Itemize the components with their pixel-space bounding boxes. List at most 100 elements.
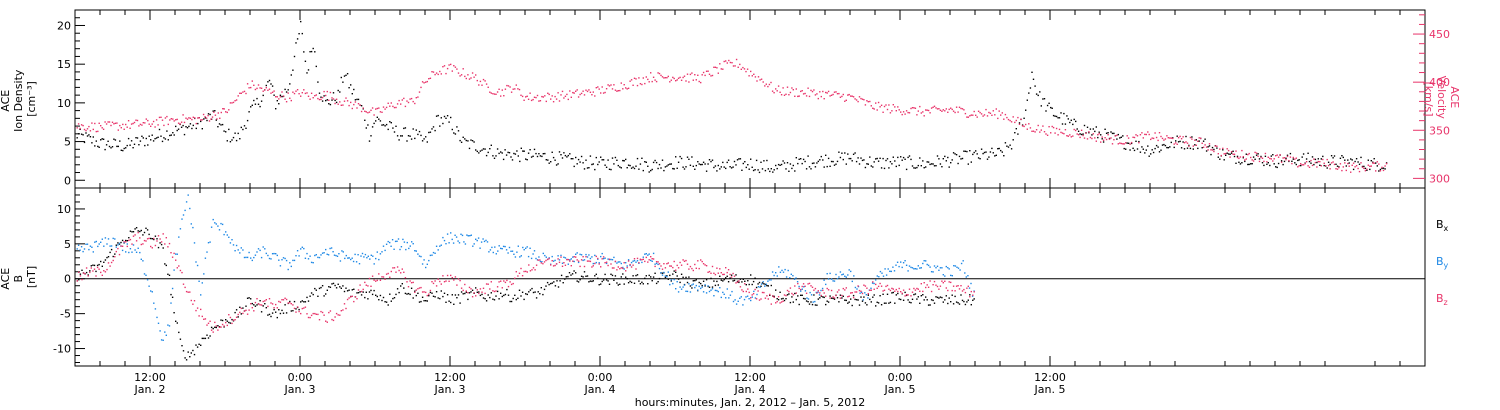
bx-series-point [389,293,391,295]
velocity-series-point [1332,161,1334,163]
by-series-point [256,251,258,253]
bz-series-point [271,303,274,305]
bx-series-point [307,300,310,302]
density-series-point [572,158,574,160]
velocity-series-point [1222,147,1224,150]
bz-series-point [842,287,844,290]
density-series-point [1064,123,1067,125]
bz-series-point [882,290,884,292]
bz-series-point [864,285,867,287]
velocity-series-point [910,107,912,110]
velocity-series-point [1345,169,1347,172]
by-series-point [218,229,221,231]
by-series-point [171,287,174,290]
velocity-series-point [983,114,986,116]
density-series-point [476,150,478,153]
by-series-point [203,273,205,275]
bz-series-point [822,289,824,292]
bx-series-point [775,289,777,291]
by-series-point [807,298,810,300]
bz-series-point [661,268,664,270]
velocity-series-point [1294,158,1296,160]
velocity-series-point [745,70,747,73]
density-series-point [670,163,672,165]
density-series-point [268,79,271,82]
density-series-point [770,168,772,170]
bz-series-point [607,264,609,267]
velocity-series-point [780,94,783,96]
bx-series-point [914,293,917,295]
velocity-series-point [585,89,587,91]
bx-series-point [484,298,486,300]
velocity-series-point [765,83,767,85]
velocity-series-point [527,98,530,100]
bz-series-point [883,289,886,291]
velocity-series-point [237,95,239,97]
density-series-point [723,166,725,168]
velocity-series-point [1347,162,1349,165]
by-series-point [125,251,127,253]
density-series-point [683,168,686,170]
velocity-series-point [79,127,81,130]
by-series-point [636,260,639,262]
bz-series-point [137,231,139,234]
density-series-point [1273,163,1275,165]
density-series-point [729,166,731,168]
bx-series-point [926,299,928,301]
bx-series-point [794,292,796,295]
density-series-point [950,162,952,164]
by-series-point [184,209,186,212]
by-series-point [265,252,267,255]
bx-series-point [970,304,972,306]
velocity-series-point [279,96,282,98]
bz-series-point [517,275,519,277]
density-series-point [1211,146,1214,149]
by-series-point [623,268,625,270]
bx-series-point [604,273,606,276]
bx-series-point [908,301,911,303]
bx-series-point [443,292,446,294]
bx-series-point [343,290,346,293]
velocity-series-point [216,118,218,120]
velocity-series-point [1018,123,1021,125]
bz-series-point [682,259,684,261]
density-series-point [265,84,267,87]
bx-series-point [490,292,492,294]
velocity-series-point [207,114,209,117]
bx-series-point [393,297,396,299]
bx-series-point [851,304,853,307]
velocity-series-point [817,97,819,100]
by-series-point [605,262,608,265]
by-series-point [847,274,849,276]
velocity-series-point [323,90,325,93]
by-series-point [538,256,540,258]
density-series-point [80,133,83,135]
bx-series-point [797,295,799,297]
density-series-point [86,135,89,137]
velocity-series-point [914,107,917,109]
velocity-series-point [1077,134,1080,136]
bx-series-point [722,280,724,282]
velocity-series-point [303,89,305,91]
velocity-series-point [904,113,906,115]
bz-series-point [487,283,489,285]
velocity-series-point [1060,131,1062,134]
velocity-series-point [829,95,831,97]
velocity-series-point [208,120,211,122]
density-series-point [1014,132,1016,134]
bx-series-point [332,282,335,285]
bz-series-point [904,295,906,297]
density-series-point [1170,141,1172,144]
bz-series-point [318,319,321,321]
density-series-point [730,167,733,169]
bx-series-point [585,275,587,277]
by-series-point [279,265,282,267]
bx-series-point [460,291,463,293]
bx-series-point [708,286,711,288]
density-series-point [1358,163,1361,165]
by-series-point [301,246,303,248]
velocity-series-point [1083,137,1086,139]
velocity-series-point [1123,143,1125,145]
by-series-point [904,260,906,262]
by-series-point [364,253,367,256]
